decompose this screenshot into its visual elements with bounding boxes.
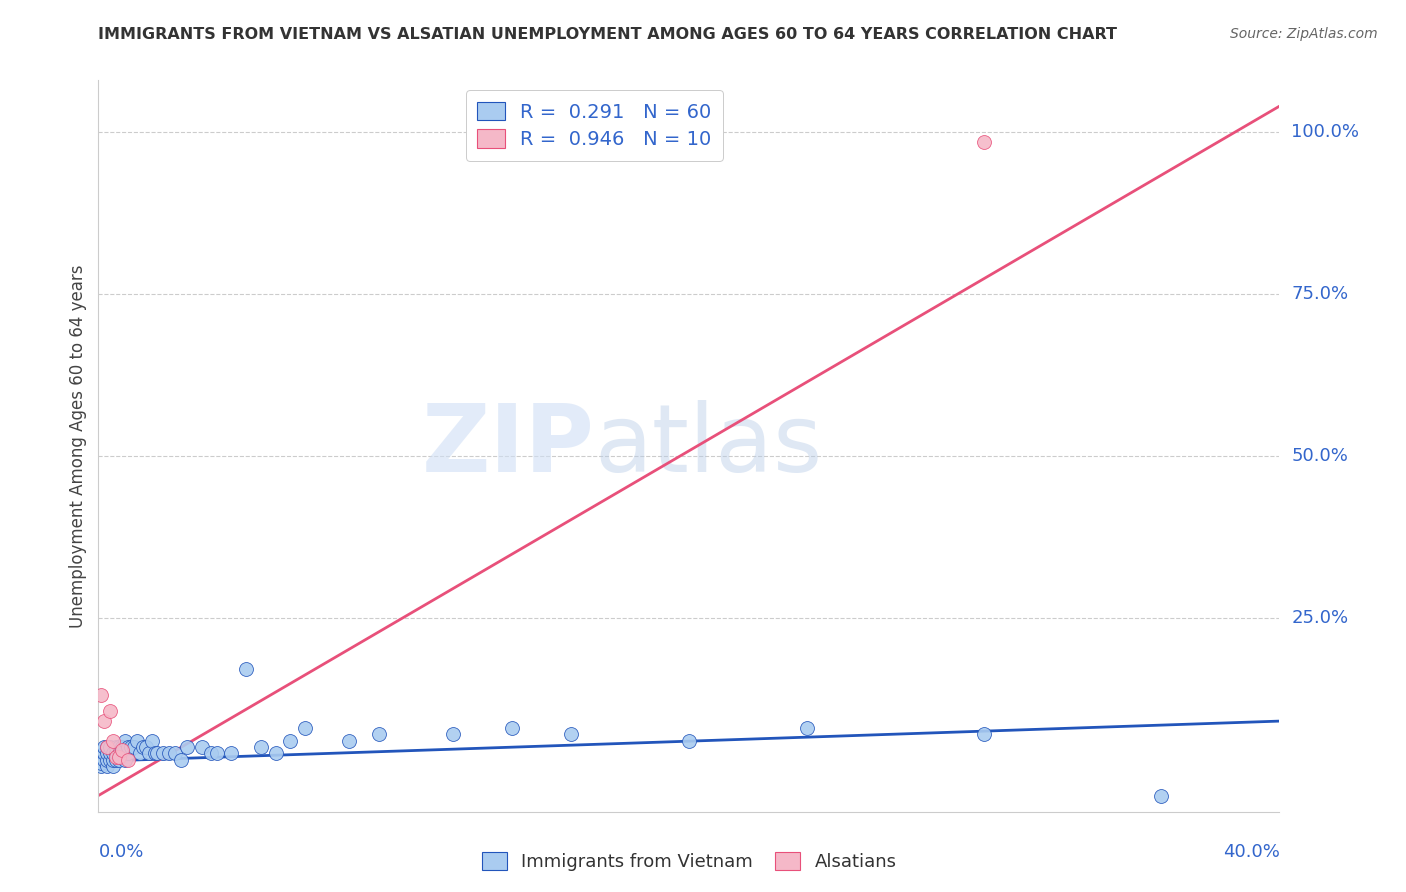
Text: 50.0%: 50.0% [1291,447,1348,465]
Point [205,747,228,761]
Point [96,739,118,754]
Point [108,753,131,767]
Point [111,739,134,754]
Point [105,739,128,754]
Point [105,749,128,764]
Point [93,739,115,754]
Point [105,753,128,767]
Point [235,662,257,676]
Text: 75.0%: 75.0% [1291,285,1348,303]
Point [117,753,139,767]
Point [98,753,121,767]
Point [138,747,160,761]
Point [103,753,125,767]
Point [135,739,157,754]
Point [120,739,142,754]
Text: atlas: atlas [595,400,823,492]
Point [973,135,995,149]
Point [90,759,112,773]
Point [441,727,464,741]
Point [132,739,155,754]
Point [114,753,136,767]
Point [117,747,139,761]
Point [96,739,118,754]
Legend: Immigrants from Vietnam, Alsatians: Immigrants from Vietnam, Alsatians [474,846,904,879]
Text: Source: ZipAtlas.com: Source: ZipAtlas.com [1230,27,1378,41]
Point [93,753,115,767]
Point [191,739,214,754]
Point [1150,789,1173,803]
Text: 0.0%: 0.0% [98,843,143,861]
Point [98,705,121,719]
Point [200,747,222,761]
Point [157,747,180,761]
Point [128,747,150,761]
Point [117,739,139,754]
Point [93,714,115,728]
Point [108,749,131,764]
Point [250,739,273,754]
Point [103,747,125,761]
Point [103,759,125,773]
Point [108,747,131,761]
Point [111,743,134,757]
Point [294,721,316,735]
Point [170,753,193,767]
Text: 40.0%: 40.0% [1223,843,1279,861]
Point [108,739,131,754]
Point [98,747,121,761]
Point [165,747,187,761]
Point [152,747,174,761]
Point [111,747,134,761]
Legend: R =  0.291   N = 60, R =  0.946   N = 10: R = 0.291 N = 60, R = 0.946 N = 10 [465,90,723,161]
Text: IMMIGRANTS FROM VIETNAM VS ALSATIAN UNEMPLOYMENT AMONG AGES 60 TO 64 YEARS CORRE: IMMIGRANTS FROM VIETNAM VS ALSATIAN UNEM… [98,27,1118,42]
Point [96,747,118,761]
Point [122,739,145,754]
Point [264,747,287,761]
Point [105,747,128,761]
Point [90,756,112,771]
Point [125,733,148,747]
Point [141,733,163,747]
Point [146,747,169,761]
Point [337,733,360,747]
Point [176,739,198,754]
Y-axis label: Unemployment Among Ages 60 to 64 years: Unemployment Among Ages 60 to 64 years [69,264,87,628]
Point [973,727,995,741]
Point [796,721,818,735]
Point [103,733,125,747]
Point [368,727,391,741]
Text: ZIP: ZIP [422,400,595,492]
Point [96,759,118,773]
Point [98,739,121,754]
Point [501,721,523,735]
Point [560,727,582,741]
Point [90,688,112,702]
Point [114,733,136,747]
Point [678,733,700,747]
Point [93,747,115,761]
Text: 100.0%: 100.0% [1291,123,1360,141]
Text: 25.0%: 25.0% [1291,608,1348,626]
Point [143,747,166,761]
Point [278,733,302,747]
Point [219,747,242,761]
Point [96,753,118,767]
